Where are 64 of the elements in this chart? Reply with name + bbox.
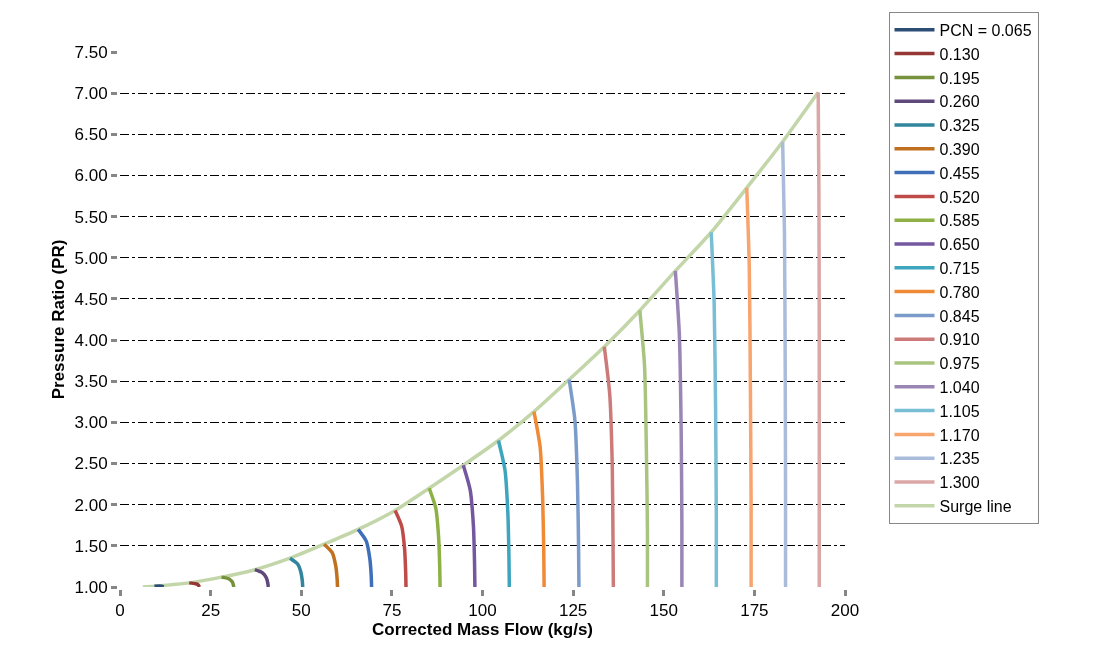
legend-label: Surge line bbox=[939, 498, 1012, 516]
y-tick-label: 4.50 bbox=[74, 289, 108, 309]
x-tick-label: 100 bbox=[468, 601, 497, 621]
line-series bbox=[709, 230, 719, 587]
legend-label: 0.975 bbox=[939, 355, 980, 373]
legend-label: 0.390 bbox=[939, 141, 980, 159]
y-tick-label: 6.00 bbox=[74, 166, 108, 186]
y-tick-label: 1.50 bbox=[74, 536, 108, 556]
y-tick-label: 5.00 bbox=[74, 248, 108, 268]
legend-label: 0.325 bbox=[939, 117, 980, 135]
legend-label: 0.910 bbox=[939, 331, 980, 349]
line-series bbox=[496, 438, 512, 587]
line-series bbox=[638, 308, 650, 587]
line-series bbox=[393, 508, 408, 587]
line-series bbox=[356, 527, 374, 587]
legend-label: 0.780 bbox=[939, 283, 980, 301]
y-tick-label: 3.50 bbox=[74, 372, 108, 392]
legend-label: 1.235 bbox=[939, 450, 980, 468]
x-axis-title: Corrected Mass Flow (kg/s) bbox=[371, 620, 594, 640]
x-tick-label: 50 bbox=[291, 601, 311, 621]
y-axis-title: Pressure Ratio (PR) bbox=[49, 239, 69, 400]
legend-label: 0.650 bbox=[939, 236, 980, 254]
y-tick-label: 7.50 bbox=[74, 42, 108, 62]
line-series bbox=[567, 377, 581, 587]
legend-label: 0.260 bbox=[939, 93, 980, 111]
legend-label: 0.585 bbox=[939, 212, 980, 230]
y-tick-label: 2.50 bbox=[74, 454, 108, 474]
x-tick-label: 0 bbox=[115, 601, 125, 621]
x-tick-label: 175 bbox=[740, 601, 769, 621]
y-tick-label: 4.00 bbox=[74, 331, 108, 351]
legend-label: 0.845 bbox=[939, 307, 980, 325]
x-tick-label: 75 bbox=[382, 601, 402, 621]
legend-label: 1.105 bbox=[939, 402, 980, 420]
y-tick-label: 7.00 bbox=[74, 84, 108, 104]
line-series bbox=[253, 567, 271, 587]
legend-label: 1.300 bbox=[939, 474, 980, 492]
legend-label: 1.040 bbox=[939, 379, 980, 397]
legend-label: 0.715 bbox=[939, 260, 980, 278]
line-series bbox=[427, 486, 442, 587]
legend-label: PCN = 0.065 bbox=[939, 22, 1032, 40]
y-tick-label: 2.00 bbox=[74, 495, 108, 515]
line-series bbox=[461, 463, 477, 587]
legend-label: 0.455 bbox=[939, 164, 980, 182]
line-series bbox=[322, 542, 340, 587]
legend-label: 0.520 bbox=[939, 188, 980, 206]
line-series bbox=[288, 556, 305, 587]
line-series bbox=[602, 344, 616, 587]
legend-label: 0.130 bbox=[939, 45, 980, 63]
line-series bbox=[532, 409, 546, 587]
x-tick-label: 25 bbox=[201, 601, 221, 621]
y-tick-label: 3.00 bbox=[74, 413, 108, 433]
y-tick-label: 5.50 bbox=[74, 207, 108, 227]
line-series bbox=[816, 90, 822, 587]
line-series bbox=[673, 269, 684, 587]
line-series bbox=[780, 139, 788, 587]
legend-label: 1.170 bbox=[939, 426, 980, 444]
x-tick-label: 150 bbox=[649, 601, 678, 621]
y-tick-label: 1.00 bbox=[74, 577, 108, 597]
x-tick-label: 125 bbox=[558, 601, 588, 621]
x-tick-label: 200 bbox=[830, 601, 860, 621]
legend-label: 0.195 bbox=[939, 69, 980, 87]
y-tick-label: 6.50 bbox=[74, 125, 108, 145]
line-series bbox=[745, 186, 753, 587]
line-series bbox=[219, 575, 236, 587]
